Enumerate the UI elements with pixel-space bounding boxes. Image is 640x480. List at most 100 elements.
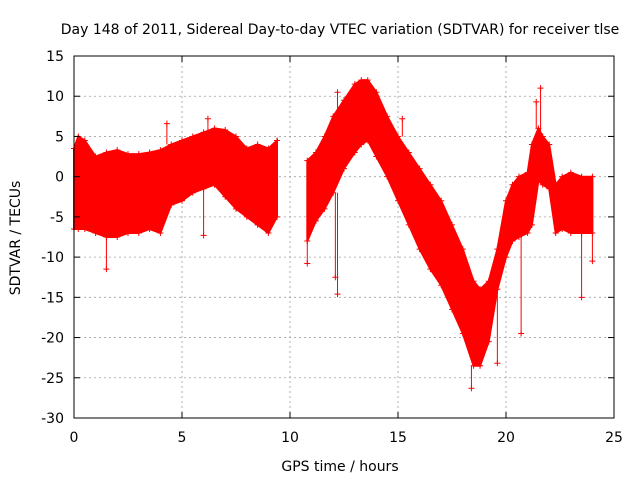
data-point [358,77,365,84]
data-point [416,165,423,172]
data-point [200,129,207,136]
data-point [135,151,142,158]
data-point [125,151,131,158]
y-tick-label: -5 [50,210,64,226]
data-point [103,149,110,156]
data-point [135,229,142,236]
data-point [477,286,484,293]
data-point [449,221,455,228]
data-point [567,229,574,236]
data-point [81,137,88,144]
data-point [114,147,121,154]
data-point [321,205,328,212]
data-point [395,197,401,204]
data-point [341,97,347,104]
data-point [509,181,516,188]
data-point [509,238,516,245]
data-point [559,173,566,180]
x-tick-label: 15 [389,430,407,446]
data-point [189,189,196,196]
data-point [168,141,175,148]
data-point [567,169,574,176]
x-tick-label: 20 [497,430,515,446]
data-point [546,141,553,148]
x-tick-label: 25 [605,430,623,446]
y-tick-label: 5 [55,129,64,145]
data-point [233,133,239,140]
data-point [459,330,466,337]
data-point [477,362,484,369]
data-point [589,173,596,180]
data-point [222,127,229,134]
data-point [364,77,371,84]
data-point [494,246,501,253]
data-point [222,193,229,200]
data-point [330,113,337,120]
data-point [503,254,509,261]
data-point [351,149,358,156]
data-point [539,181,546,188]
data-point [384,113,391,120]
data-point [578,173,585,180]
data-point [485,278,492,285]
data-point [146,149,153,156]
data-point [312,149,319,156]
data-point [304,157,311,164]
data-point [265,145,272,152]
data-point [321,133,328,140]
data-point [395,133,401,140]
x-tick-label: 0 [70,430,79,446]
data-point [312,217,319,224]
x-axis-label: GPS time / hours [281,459,398,475]
axis-ticks: 0 5 10 15 20 25 -30 -25 -20 -15 -10 -5 0 5 10 15 [41,49,623,446]
data-point [351,81,358,88]
outlier-point [375,131,382,138]
data-point [384,173,391,180]
data-point [470,362,477,369]
data-point [92,229,99,236]
data-point [528,221,535,228]
data-point [427,266,434,273]
data-point [75,225,82,232]
data-point [485,338,492,345]
data-point [416,246,423,253]
data-point [146,225,153,232]
data-point [358,141,365,148]
data-point [552,229,559,236]
data-point [114,234,121,240]
y-tick-label: -10 [41,250,64,266]
data-point [449,306,455,313]
data-point [211,125,218,132]
data-point [211,181,218,188]
data-point [274,213,281,220]
data-point [254,221,261,228]
data-band-segment [306,79,594,367]
data-point [92,153,99,160]
data-point [524,229,531,236]
data-point [515,173,522,180]
data-point [524,169,531,176]
data-point [81,225,88,232]
data-point [125,229,131,236]
data-point [254,141,261,148]
plot-frame [73,55,615,419]
data-point [168,201,175,208]
data-point [546,185,553,192]
y-tick-label: 0 [55,170,64,186]
data-point [274,137,281,144]
y-tick-label: -15 [41,290,64,306]
data-area [71,77,596,392]
chart-title: Day 148 of 2011, Sidereal Day-to-day VTE… [61,22,620,38]
data-point [427,181,434,188]
data-point [405,221,412,228]
data-point [157,229,164,236]
x-tick-label: 5 [178,430,187,446]
y-tick-label: -20 [41,331,64,347]
y-axis-label: SDTVAR / TECUs [8,181,24,296]
data-point [438,282,445,289]
data-point [179,197,185,204]
data-point [364,137,371,144]
data-point [438,197,445,204]
data-point [373,89,380,96]
data-point [233,205,239,212]
